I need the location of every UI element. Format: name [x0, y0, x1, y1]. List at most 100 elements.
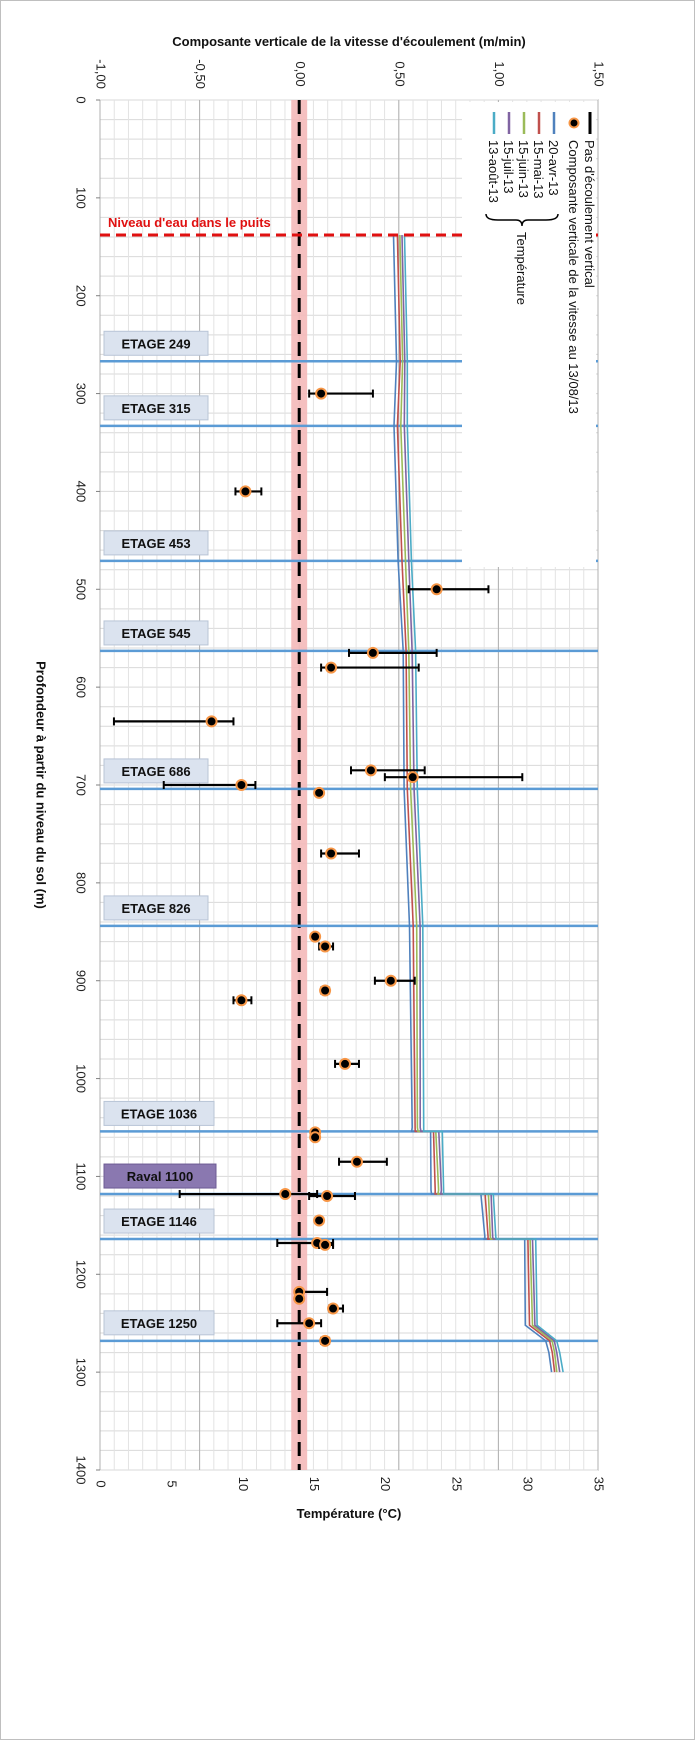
depth-tick-group: 1000 — [74, 1064, 89, 1093]
temperature-tick-label: 30 — [520, 1477, 535, 1491]
temperature-tick-label: 25 — [449, 1477, 464, 1491]
velocity-tick-group: 1,00 — [492, 61, 507, 86]
legend-label: Composante verticale de la vitesse au 13… — [566, 140, 581, 414]
level-label: ETAGE 1146 — [121, 1214, 197, 1229]
velocity-point — [430, 583, 443, 596]
temperature-tick-label: 5 — [165, 1480, 180, 1487]
depth-tick-group: 1300 — [74, 1358, 89, 1387]
depth-axis-title-group: Profondeur à partir du niveau du sol (m) — [34, 661, 49, 909]
depth-tick-label: 1100 — [74, 1162, 89, 1190]
velocity-point — [235, 994, 248, 1007]
velocity-point — [293, 1292, 306, 1305]
temperature-tick-group: 0 — [94, 1480, 109, 1487]
depth-tick-group: 300 — [74, 383, 89, 405]
velocity-tick-label: 0,50 — [392, 61, 407, 86]
velocity-point — [309, 1131, 322, 1144]
depth-tick-group: 1100 — [74, 1162, 89, 1190]
velocity-tick-label: 0,00 — [293, 61, 308, 86]
velocity-point — [366, 646, 379, 659]
depth-tick-label: 1400 — [74, 1456, 89, 1485]
temperature-tick-group: 25 — [449, 1477, 464, 1491]
temperature-tick-group: 20 — [378, 1477, 393, 1491]
velocity-point — [325, 847, 338, 860]
legend-brace — [485, 213, 559, 227]
temperature-tick-label: 10 — [236, 1477, 251, 1491]
level-label-box — [103, 620, 209, 646]
depth-axis-title: Profondeur à partir du niveau du sol (m) — [34, 661, 49, 909]
level-label-box — [103, 395, 209, 421]
legend-title: Température — [514, 232, 529, 305]
velocity-point — [321, 1190, 334, 1202]
velocity-axis-title: Composante verticale de la vitesse d'éco… — [172, 34, 525, 49]
temperature-axis-title: Température (°C) — [297, 1506, 402, 1521]
temperature-tick-group: 30 — [520, 1477, 535, 1491]
level-label: ETAGE 1036 — [121, 1106, 197, 1121]
temperature-tick-label: 0 — [94, 1480, 109, 1487]
velocity-point — [325, 661, 338, 674]
water-level-label: Niveau d'eau dans le puits — [108, 215, 271, 230]
velocity-tick-group: 1,50 — [592, 61, 607, 86]
depth-tick-group: 400 — [74, 481, 89, 503]
depth-tick-label: 200 — [74, 285, 89, 307]
level-label: ETAGE 453 — [121, 536, 190, 551]
level-label: ETAGE 1250 — [121, 1316, 197, 1331]
legend-label: 15-mai-13 — [531, 140, 546, 199]
depth-tick-group: 1200 — [74, 1260, 89, 1289]
temperature-curve — [403, 234, 564, 1373]
legend-swatch-marker — [568, 117, 580, 129]
level-label-box — [103, 1310, 215, 1336]
velocity-point — [313, 786, 326, 799]
temperature-tick-group: 15 — [307, 1477, 322, 1491]
velocity-point — [279, 1188, 292, 1201]
depth-tick-label: 900 — [74, 970, 89, 992]
velocity-tick-group: -1,00 — [94, 59, 109, 89]
temperature-tick-group: 35 — [592, 1477, 607, 1491]
velocity-point — [309, 930, 322, 943]
level-label-box — [103, 1208, 215, 1234]
depth-tick-label: 600 — [74, 676, 89, 698]
velocity-point — [319, 940, 332, 953]
velocity-tick-group: -0,50 — [193, 59, 208, 89]
velocity-tick-label: -1,00 — [94, 59, 109, 89]
velocity-point — [239, 485, 252, 498]
velocity-tick-group: 0,00 — [293, 61, 308, 86]
level-label: ETAGE 545 — [121, 626, 190, 641]
velocity-point — [364, 764, 377, 777]
depth-tick-group: 100 — [74, 187, 89, 209]
level-label-box — [103, 758, 209, 784]
depth-tick-group: 1400 — [74, 1456, 89, 1485]
depth-tick-group: 800 — [74, 872, 89, 894]
velocity-point — [315, 387, 328, 400]
depth-tick-label: 1000 — [74, 1064, 89, 1093]
temperature-tick-group: 5 — [165, 1480, 180, 1487]
legend-label: Pas d'écoulement vertical — [582, 140, 597, 288]
level-label-box — [103, 530, 209, 556]
velocity-point — [406, 771, 419, 784]
temperature-curve — [401, 234, 561, 1373]
level-label-box — [103, 895, 209, 921]
velocity-point — [313, 1214, 326, 1227]
velocity-tick-label: 1,50 — [592, 61, 607, 86]
legend-label: 13-août-13 — [486, 140, 501, 203]
depth-tick-label: 100 — [74, 187, 89, 209]
depth-tick-group: 900 — [74, 970, 89, 992]
legend-label: 15-juin-13 — [516, 140, 531, 198]
velocity-point — [319, 1238, 332, 1251]
depth-tick-group: 600 — [74, 676, 89, 698]
level-label-box — [103, 330, 209, 356]
depth-tick-label: 700 — [74, 774, 89, 796]
velocity-point — [319, 984, 332, 997]
temperature-tick-group: 10 — [236, 1477, 251, 1491]
velocity-point — [303, 1317, 316, 1330]
temperature-tick-label: 15 — [307, 1477, 322, 1491]
level-label: ETAGE 315 — [121, 401, 190, 416]
level-label-box — [103, 1100, 215, 1126]
legend-box — [462, 102, 596, 567]
temperature-curve — [399, 234, 558, 1373]
depth-tick-label: 300 — [74, 383, 89, 405]
velocity-tick-group: 0,50 — [392, 61, 407, 86]
depth-tick-label: 1200 — [74, 1260, 89, 1289]
depth-tick-label: 400 — [74, 481, 89, 503]
